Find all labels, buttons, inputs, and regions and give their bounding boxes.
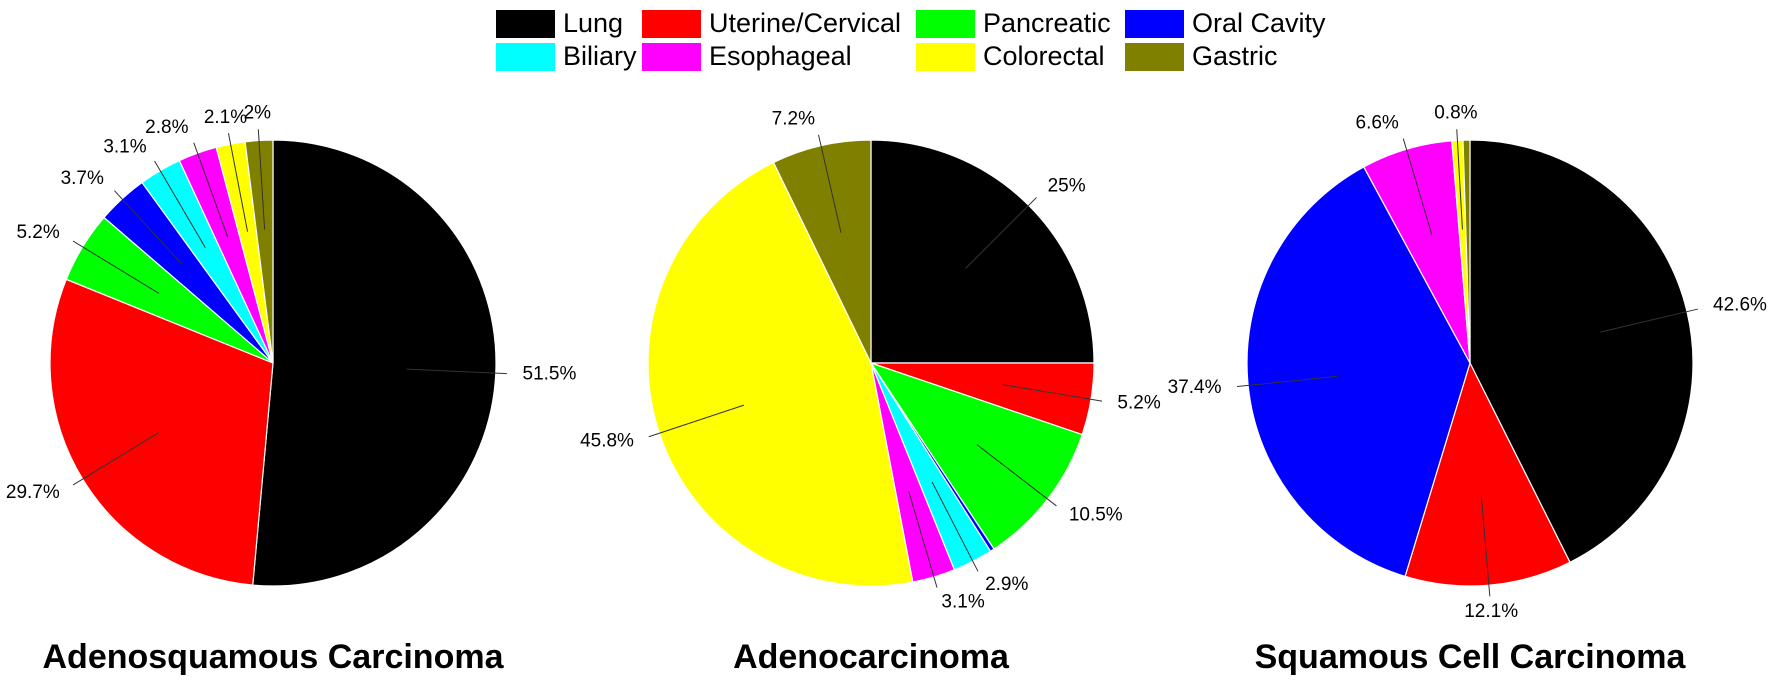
leader-line xyxy=(1480,496,1491,597)
leader-line xyxy=(257,129,266,230)
leader-line xyxy=(931,481,979,572)
value-label: 3.1% xyxy=(103,137,146,158)
legend-label: Gastric xyxy=(1192,41,1278,71)
chart-title: Adenosquamous Carcinoma xyxy=(43,638,505,676)
leader-line xyxy=(1236,375,1337,387)
legend-swatch xyxy=(642,43,701,71)
chart-title: Squamous Cell Carcinoma xyxy=(1255,638,1687,676)
value-label: 37.4% xyxy=(1168,377,1222,398)
value-label: 2.9% xyxy=(985,574,1028,595)
leader-line xyxy=(976,444,1057,507)
pie-slice xyxy=(1462,139,1471,364)
legend-swatch xyxy=(916,10,975,38)
value-label: 2% xyxy=(244,103,272,124)
legend-swatch xyxy=(1125,43,1184,71)
legend-swatch xyxy=(496,10,555,38)
legend-label: Uterine/Cervical xyxy=(709,8,901,38)
leader-line xyxy=(1002,384,1103,402)
value-label: 51.5% xyxy=(523,363,577,384)
leader-line xyxy=(193,142,229,238)
leader-line xyxy=(406,368,507,375)
legend-swatch xyxy=(642,10,701,38)
legend-swatch xyxy=(1125,10,1184,38)
leader-line xyxy=(154,160,206,248)
value-label: 3.7% xyxy=(61,168,104,189)
value-label: 7.2% xyxy=(772,109,815,130)
chart-title: Adenocarcinoma xyxy=(733,638,1010,676)
leader-line xyxy=(72,432,160,486)
leader-line xyxy=(1600,308,1698,333)
leader-line xyxy=(1402,138,1433,235)
value-label: 5.2% xyxy=(16,222,59,243)
legend-label: Lung xyxy=(563,8,623,38)
leader-line xyxy=(965,197,1037,269)
legend-label: Pancreatic xyxy=(983,8,1111,38)
value-label: 6.6% xyxy=(1356,113,1399,134)
value-label: 10.5% xyxy=(1069,504,1123,525)
value-label: 29.7% xyxy=(6,482,60,503)
value-label: 12.1% xyxy=(1464,601,1518,622)
leader-line xyxy=(817,134,842,233)
leader-line xyxy=(227,133,249,232)
value-label: 45.8% xyxy=(580,431,634,452)
value-label: 5.2% xyxy=(1117,393,1160,414)
value-label: 0.8% xyxy=(1434,103,1477,124)
pie-slice xyxy=(252,139,497,587)
leader-line xyxy=(648,404,745,438)
value-label: 3.1% xyxy=(941,592,984,613)
value-label: 2.8% xyxy=(145,117,188,138)
legend-swatch xyxy=(496,43,555,71)
legend-label: Esophageal xyxy=(709,41,852,71)
legend-label: Colorectal xyxy=(983,41,1105,71)
legend-label: Oral Cavity xyxy=(1192,8,1326,38)
legend-swatch xyxy=(916,43,975,71)
leader-line xyxy=(114,190,183,265)
legend-label: Biliary xyxy=(563,41,637,71)
value-label: 25% xyxy=(1048,175,1086,196)
leader-line xyxy=(72,240,160,294)
leader-line xyxy=(1456,129,1463,230)
value-label: 42.6% xyxy=(1713,294,1767,315)
value-label: 2.1% xyxy=(204,107,247,128)
leader-line xyxy=(908,491,938,588)
